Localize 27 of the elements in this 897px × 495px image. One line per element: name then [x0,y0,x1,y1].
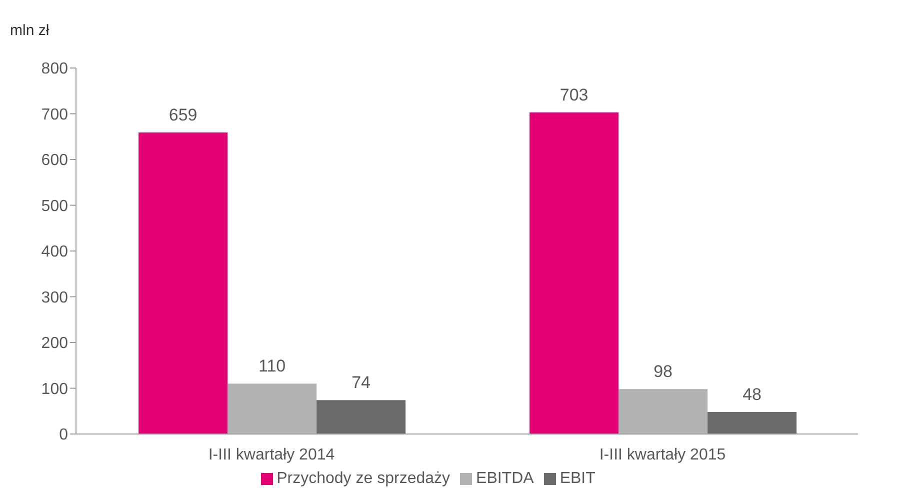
bar [618,389,708,434]
y-tick-label: 300 [41,289,68,306]
y-tick-label: 600 [41,152,68,170]
y-tick-label: 200 [41,335,68,352]
bar [228,384,317,434]
bar [138,132,228,434]
y-tick-label: 500 [41,198,68,215]
y-tick-label: 800 [41,60,68,78]
y-tick-label: 100 [41,380,68,398]
y-tick-label: 0 [59,426,68,444]
y-tick-label: 400 [41,244,68,261]
data-label: 48 [742,385,762,404]
bar [530,112,619,434]
data-label: 110 [258,356,286,376]
legend-label: EBIT [560,470,596,487]
data-label: 74 [352,373,371,392]
y-tick-label: 700 [41,106,68,124]
bar [316,400,406,434]
data-label: 98 [654,362,673,382]
x-tick-label: I-III kwartały 2015 [599,446,726,464]
y-axis-title: mln zł [10,22,50,39]
bar [708,412,797,434]
data-label: 659 [168,106,198,125]
legend-label: EBITDA [476,470,534,487]
data-label: 703 [560,85,588,104]
legend-label: Przychody ze sprzedaży [276,470,450,487]
x-tick-label: I-III kwartały 2014 [208,446,335,464]
